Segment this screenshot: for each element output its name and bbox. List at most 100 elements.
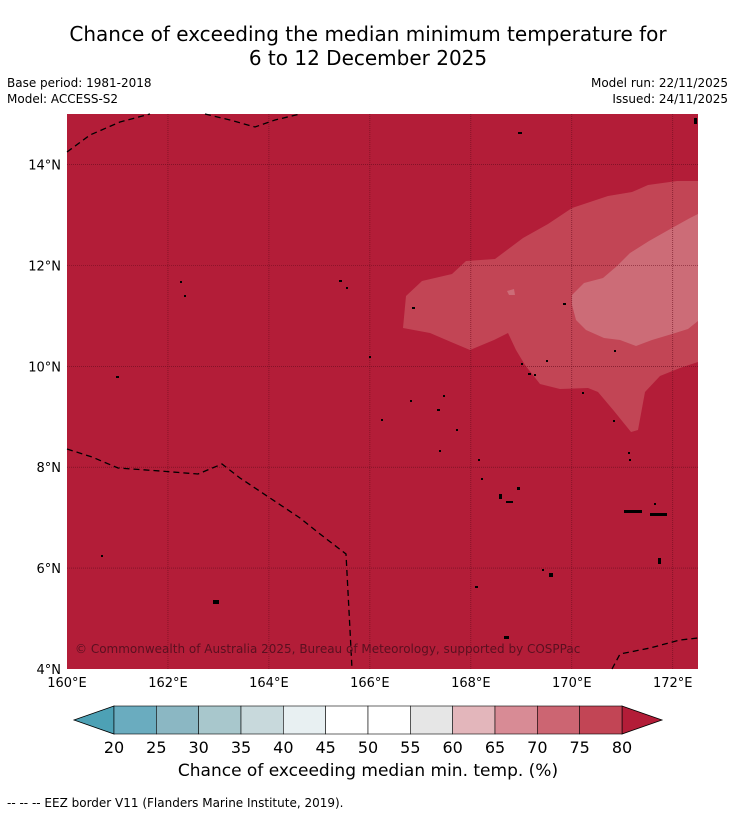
- colorbar-tick-label: 45: [315, 738, 335, 757]
- island: [534, 374, 536, 376]
- eez-borders: [66, 113, 699, 670]
- island: [694, 118, 697, 124]
- island: [628, 452, 630, 454]
- region-75-80: [403, 181, 698, 432]
- island: [456, 429, 458, 431]
- model-name: Model: ACCESS-S2: [7, 92, 119, 106]
- colorbar-tick-label: 55: [400, 738, 420, 757]
- lat-tick-label: 4°N: [37, 663, 62, 678]
- island: [521, 363, 523, 365]
- colorbar-segment: [113, 705, 157, 735]
- islands: [101, 118, 697, 639]
- island: [614, 350, 616, 352]
- eez-border-west: [66, 448, 353, 670]
- island: [518, 132, 522, 134]
- colorbar-segment: [325, 705, 369, 735]
- island: [116, 376, 119, 378]
- colorbar-tick-label: 50: [358, 738, 378, 757]
- island: [101, 555, 103, 557]
- colorbar-segment: [452, 705, 496, 735]
- island: [563, 303, 566, 305]
- lon-tick-label: 172°E: [653, 676, 693, 691]
- island: [410, 400, 412, 402]
- island: [439, 450, 441, 452]
- lon-tick-label: 164°E: [249, 676, 289, 691]
- colorbar-segment: [198, 705, 242, 735]
- island: [613, 420, 615, 422]
- small-region-70-75: [507, 289, 515, 295]
- colorbar-tick-label: 25: [146, 738, 166, 757]
- colorbar-tick-label: 20: [104, 738, 124, 757]
- island: [184, 295, 186, 297]
- island: [412, 307, 415, 309]
- island: [506, 501, 513, 503]
- colorbar-tick-label: 30: [188, 738, 208, 757]
- lat-tick-label: 6°N: [37, 562, 62, 577]
- colorbar-segment: [494, 705, 538, 735]
- island: [346, 287, 348, 289]
- colorbar-segment: [240, 705, 284, 735]
- island: [517, 487, 520, 490]
- island: [213, 600, 219, 604]
- colorbar-label: Chance of exceeding median min. temp. (%…: [177, 761, 559, 781]
- colorbar-segment: [367, 705, 411, 735]
- colorbar: 20 25 30 35 40 45 50 55 60 65 70 75 80: [72, 705, 664, 757]
- map-title: Chance of exceeding the median minimum t…: [0, 22, 736, 70]
- model-run: Model run: 22/11/2025: [590, 76, 728, 90]
- island: [549, 573, 553, 577]
- lat-tick-label: 10°N: [28, 360, 61, 375]
- colorbar-tick-label: 35: [231, 738, 251, 757]
- title-line-2: 6 to 12 December 2025: [248, 46, 488, 70]
- island: [478, 459, 480, 461]
- colorbar-tick-label: 65: [485, 738, 505, 757]
- lat-tick-label: 8°N: [37, 461, 62, 476]
- island: [443, 395, 445, 397]
- island: [381, 419, 383, 421]
- eez-border-southeast: [611, 637, 699, 670]
- lat-tick-label: 12°N: [28, 259, 61, 274]
- island: [504, 636, 509, 639]
- meta-left: Base period: 1981-2018 Model: ACCESS-S2: [7, 75, 152, 107]
- island: [475, 586, 478, 588]
- lon-tick-label: 160°E: [47, 676, 87, 691]
- island: [546, 360, 548, 362]
- eez-footnote: -- -- -- EEZ border V11 (Flanders Marine…: [7, 796, 344, 810]
- eez-border-north: [66, 113, 151, 153]
- lon-tick-label: 170°E: [552, 676, 592, 691]
- colorbar-tick-label: 75: [569, 738, 589, 757]
- island: [437, 409, 440, 411]
- colorbar-tick-label: 70: [527, 738, 547, 757]
- lon-tick-label: 168°E: [451, 676, 491, 691]
- island: [542, 569, 544, 571]
- lon-ticks: 160°E 162°E 164°E 166°E 168°E 170°E 172°E: [47, 676, 692, 691]
- colorbar-tick-label: 60: [442, 738, 462, 757]
- meta-right: Model run: 22/11/2025 Issued: 24/11/2025: [591, 75, 728, 107]
- island: [369, 356, 371, 358]
- colorbar-tick-label: 40: [273, 738, 293, 757]
- island: [629, 459, 631, 461]
- island: [339, 280, 342, 282]
- island: [481, 478, 483, 480]
- title-line-1: Chance of exceeding the median minimum t…: [69, 22, 667, 46]
- gridlines: [67, 114, 698, 669]
- colorbar-over-arrow: [621, 705, 664, 735]
- island: [624, 510, 642, 513]
- island: [528, 373, 531, 375]
- colorbar-segment: [283, 705, 326, 735]
- colorbar-segment: [156, 705, 199, 735]
- island: [180, 281, 182, 283]
- colorbar-segment: [537, 705, 580, 735]
- island: [658, 558, 661, 564]
- colorbar-segment: [579, 705, 623, 735]
- copyright-text: © Commonwealth of Australia 2025, Bureau…: [75, 642, 580, 656]
- lat-tick-label: 14°N: [28, 158, 61, 173]
- colorbar-segment: [410, 705, 453, 735]
- lon-tick-label: 162°E: [148, 676, 188, 691]
- island: [650, 513, 667, 516]
- colorbar-under-arrow: [72, 705, 115, 735]
- lat-ticks: 4°N 6°N 8°N 10°N 12°N 14°N: [28, 158, 61, 678]
- base-period: Base period: 1981-2018: [7, 76, 152, 90]
- eez-border-north-2: [204, 113, 301, 128]
- issued-date: Issued: 24/11/2025: [612, 92, 728, 106]
